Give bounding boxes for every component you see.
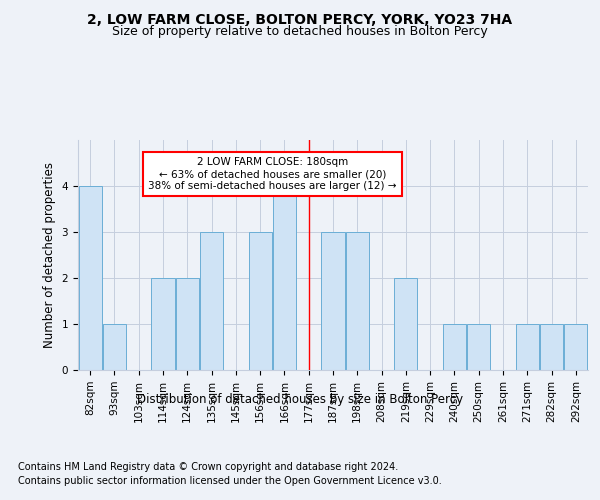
Bar <box>248 232 272 370</box>
Text: 2 LOW FARM CLOSE: 180sqm
← 63% of detached houses are smaller (20)
38% of semi-d: 2 LOW FARM CLOSE: 180sqm ← 63% of detach… <box>148 158 397 190</box>
Text: Contains public sector information licensed under the Open Government Licence v3: Contains public sector information licen… <box>18 476 442 486</box>
Bar <box>273 186 296 370</box>
Bar <box>394 278 418 370</box>
Bar <box>443 324 466 370</box>
Bar <box>79 186 101 370</box>
Bar <box>540 324 563 370</box>
Bar <box>103 324 126 370</box>
Bar <box>200 232 223 370</box>
Bar <box>516 324 539 370</box>
Text: Contains HM Land Registry data © Crown copyright and database right 2024.: Contains HM Land Registry data © Crown c… <box>18 462 398 472</box>
Bar <box>467 324 490 370</box>
Bar <box>565 324 587 370</box>
Bar <box>322 232 344 370</box>
Bar <box>176 278 199 370</box>
Y-axis label: Number of detached properties: Number of detached properties <box>43 162 56 348</box>
Bar <box>151 278 175 370</box>
Text: Size of property relative to detached houses in Bolton Percy: Size of property relative to detached ho… <box>112 25 488 38</box>
Text: 2, LOW FARM CLOSE, BOLTON PERCY, YORK, YO23 7HA: 2, LOW FARM CLOSE, BOLTON PERCY, YORK, Y… <box>88 12 512 26</box>
Bar <box>346 232 369 370</box>
Text: Distribution of detached houses by size in Bolton Percy: Distribution of detached houses by size … <box>137 392 463 406</box>
